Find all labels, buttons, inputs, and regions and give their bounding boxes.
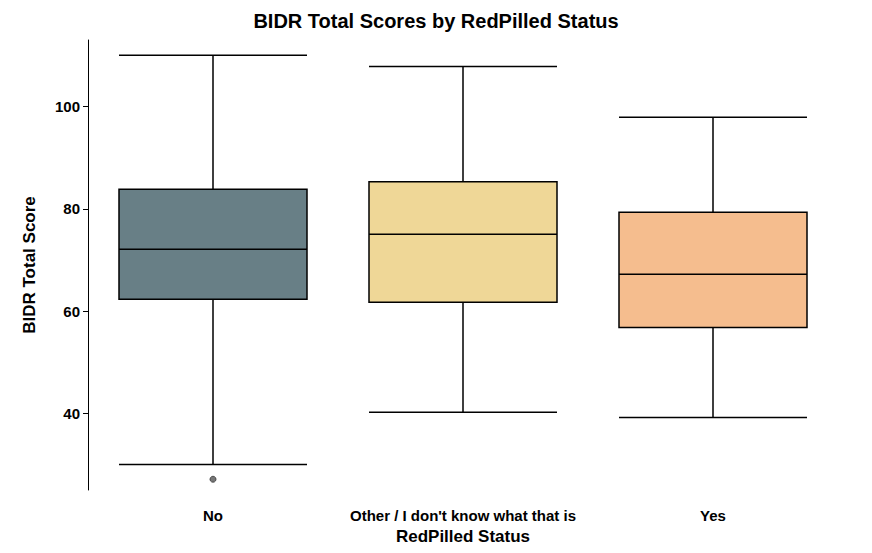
svg-text:40: 40 [63,405,80,422]
svg-text:60: 60 [63,303,80,320]
svg-text:RedPilled Status: RedPilled Status [396,527,530,546]
svg-text:No: No [203,507,223,524]
svg-text:Yes: Yes [700,507,726,524]
svg-text:100: 100 [55,98,80,115]
svg-text:BIDR Total Score: BIDR Total Score [20,196,39,334]
svg-text:Other / I don't know what that: Other / I don't know what that is [350,507,576,524]
svg-text:80: 80 [63,200,80,217]
svg-text:BIDR Total Scores by RedPilled: BIDR Total Scores by RedPilled Status [253,10,618,32]
